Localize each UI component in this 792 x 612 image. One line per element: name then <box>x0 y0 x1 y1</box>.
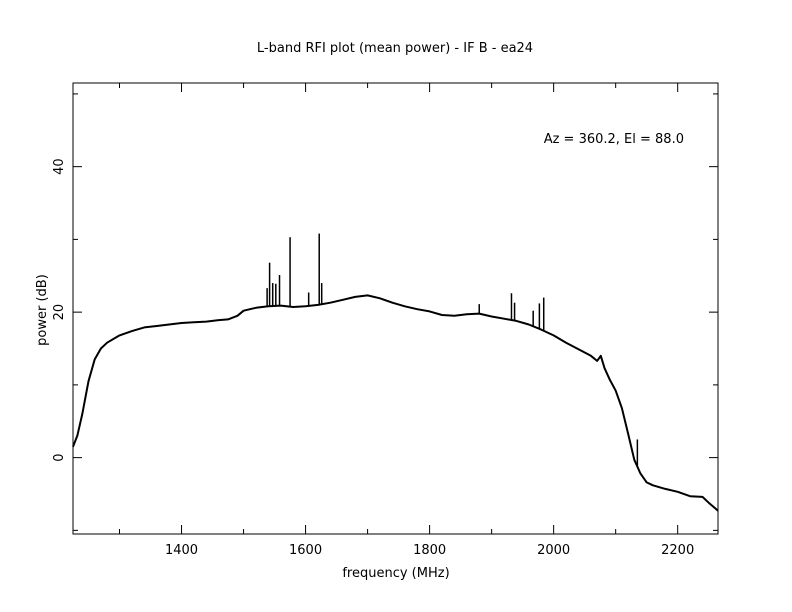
x-tick-label: 1400 <box>165 543 198 558</box>
chart-title: L-band RFI plot (mean power) - IF B - ea… <box>257 41 533 56</box>
x-tick-label: 1600 <box>289 543 322 558</box>
pointing-annotation: Az = 360.2, El = 88.0 <box>544 132 684 147</box>
plot-frame <box>72 82 719 535</box>
y-tick-labels: 0 20 40 <box>52 158 67 461</box>
x-tick-label: 2200 <box>661 543 694 558</box>
x-tick-label: 1800 <box>413 543 446 558</box>
axis-ticks <box>73 83 718 534</box>
x-tick-label: 2000 <box>537 543 570 558</box>
y-axis-label: power (dB) <box>35 274 50 346</box>
x-tick-labels: 1400 1600 1800 2000 2200 <box>165 543 694 558</box>
y-tick-label: 40 <box>52 158 67 175</box>
power-series-line <box>72 294 719 512</box>
rfi-spikes <box>266 233 639 467</box>
y-tick-label: 0 <box>52 453 67 461</box>
y-tick-label: 20 <box>52 304 67 321</box>
x-axis-label: frequency (MHz) <box>342 566 449 581</box>
